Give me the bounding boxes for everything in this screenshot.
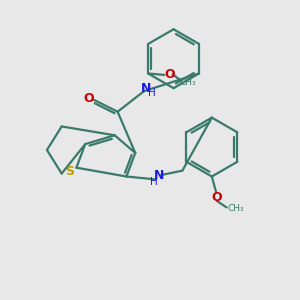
Text: O: O bbox=[164, 68, 175, 81]
Text: N: N bbox=[140, 82, 151, 95]
Text: S: S bbox=[65, 165, 74, 178]
Text: O: O bbox=[83, 92, 94, 105]
Text: CH₃: CH₃ bbox=[180, 78, 196, 87]
Text: O: O bbox=[212, 190, 222, 204]
Text: H: H bbox=[148, 88, 155, 98]
Text: CH₃: CH₃ bbox=[227, 204, 244, 213]
Text: N: N bbox=[154, 169, 164, 182]
Text: H: H bbox=[150, 177, 158, 188]
